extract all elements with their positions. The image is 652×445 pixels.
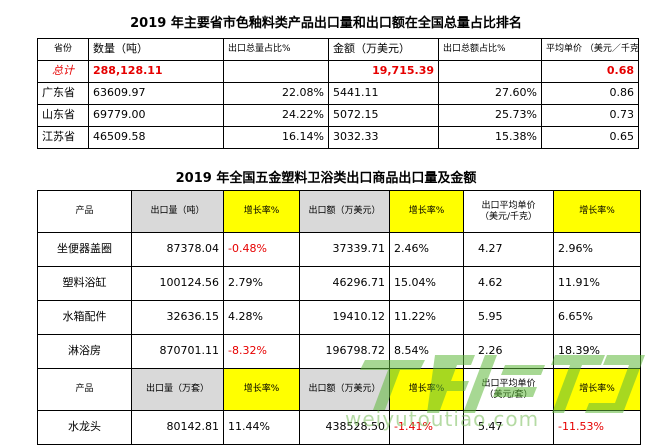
table1-title: 2019 年主要省市色釉料类产品出口量和出口额在全国总量占比排名	[130, 16, 522, 31]
header-growth-qty: 增长率%	[223, 190, 300, 233]
growth-amount: 15.04%	[389, 266, 464, 301]
product-name: 淋浴房	[37, 334, 132, 369]
avg-price-cell: 0.73	[541, 104, 639, 127]
quantity-cell: 46509.58	[88, 126, 224, 149]
table-row: 广东省 63609.97 22.08% 5441.11 27.60% 0.86	[37, 82, 639, 105]
watermark-text: weiyutoutiao.com	[345, 407, 540, 431]
growth-qty: 4.28%	[223, 300, 300, 335]
export-qty: 32636.15	[131, 300, 224, 335]
total-qty-share	[223, 60, 329, 83]
header-avg-price: 平均单价 （美元／千克）	[541, 38, 639, 61]
export-qty: 87378.04	[131, 232, 224, 267]
table-row: 山东省 69779.00 24.22% 5072.15 25.73% 0.73	[37, 104, 639, 127]
avg-price: 5.95	[463, 300, 554, 335]
table-row: 江苏省 46509.58 16.14% 3032.33 15.38% 0.65	[37, 126, 639, 149]
growth-qty: 2.79%	[223, 266, 300, 301]
table2-title: 2019 年全国五金塑料卫浴类出口商品出口量及金额	[175, 171, 477, 186]
province-export-table: 省份 数量（吨） 出口总量占比% 金额（万美元） 出口总额占比% 平均单价 （美…	[37, 38, 639, 149]
growth-amount: 11.22%	[389, 300, 464, 335]
export-amount: 438528.50	[299, 410, 390, 445]
growth-qty: -0.48%	[223, 232, 300, 267]
export-amount: 46296.71	[299, 266, 390, 301]
qty-share-cell: 16.14%	[223, 126, 329, 149]
product-name: 坐便器盖圈	[37, 232, 132, 267]
header-amount-share: 出口总额占比%	[438, 38, 542, 61]
header-qty-share: 出口总量占比%	[223, 38, 329, 61]
header-amount: 金额（万美元）	[328, 38, 439, 61]
header-growth-price: 增长率%	[553, 190, 641, 233]
sanitary-export-table: 产品 出口量（吨） 增长率% 出口额（万美元） 增长率% 出口平均单价 （美元/…	[37, 190, 641, 445]
growth-price: -11.53%	[553, 410, 641, 445]
header-growth-amount: 增长率%	[389, 190, 464, 233]
growth-amount: 8.54%	[389, 334, 464, 369]
header-export-qty: 出口量（吨）	[131, 190, 224, 233]
qty-share-cell: 24.22%	[223, 104, 329, 127]
growth-qty: -8.32%	[223, 334, 300, 369]
avg-price: 4.62	[463, 266, 554, 301]
quantity-cell: 69779.00	[88, 104, 224, 127]
growth-amount: -1.41%	[389, 410, 464, 445]
header-export-amount: 出口额（万美元）	[299, 190, 390, 233]
export-qty: 80142.81	[131, 410, 224, 445]
header-product-2: 产品	[37, 368, 132, 411]
amount-share-cell: 25.73%	[438, 104, 542, 127]
growth-amount: 2.46%	[389, 232, 464, 267]
export-amount: 19410.12	[299, 300, 390, 335]
avg-price-cell: 0.86	[541, 82, 639, 105]
table-row: 坐便器盖圈 87378.04 -0.48% 37339.71 2.46% 4.2…	[37, 232, 641, 267]
table-row: 水龙头 80142.81 11.44% 438528.50 -1.41% 5.4…	[37, 410, 641, 445]
province-name: 江苏省	[37, 126, 89, 149]
qty-share-cell: 22.08%	[223, 82, 329, 105]
header-growth-amount-2: 增长率%	[389, 368, 464, 411]
header-avg-price: 出口平均单价 （美元/千克）	[463, 190, 554, 233]
header-avg-price-2: 出口平均单价 （美元/套）	[463, 368, 554, 411]
header-quantity: 数量（吨）	[88, 38, 224, 61]
quantity-cell: 63609.97	[88, 82, 224, 105]
total-label: 总计	[37, 60, 89, 83]
header-avg-price-2-line1: 出口平均单价	[481, 379, 536, 390]
province-name: 山东省	[37, 104, 89, 127]
header-export-amount-2: 出口额（万美元）	[299, 368, 390, 411]
province-name: 广东省	[37, 82, 89, 105]
growth-price: 2.96%	[553, 232, 641, 267]
product-name: 水龙头	[37, 410, 132, 445]
total-amount: 19,715.39	[328, 60, 439, 83]
avg-price-cell: 0.65	[541, 126, 639, 149]
amount-cell: 5072.15	[328, 104, 439, 127]
total-amount-share	[438, 60, 542, 83]
header-avg-price-line2: （美元/千克）	[479, 211, 538, 222]
table-row: 淋浴房 870701.11 -8.32% 196798.72 8.54% 2.2…	[37, 334, 641, 369]
avg-price: 4.27	[463, 232, 554, 267]
amount-cell: 5441.11	[328, 82, 439, 105]
header-growth-qty-2: 增长率%	[223, 368, 300, 411]
amount-share-cell: 15.38%	[438, 126, 542, 149]
export-qty: 100124.56	[131, 266, 224, 301]
growth-price: 18.39%	[553, 334, 641, 369]
growth-qty: 11.44%	[223, 410, 300, 445]
growth-price: 6.65%	[553, 300, 641, 335]
header-product: 产品	[37, 190, 132, 233]
export-amount: 196798.72	[299, 334, 390, 369]
total-quantity: 288,128.11	[88, 60, 224, 83]
header-export-qty-2: 出口量（万套）	[131, 368, 224, 411]
export-amount: 37339.71	[299, 232, 390, 267]
avg-price: 2.26	[463, 334, 554, 369]
product-name: 塑料浴缸	[37, 266, 132, 301]
amount-cell: 3032.33	[328, 126, 439, 149]
table-row: 水箱配件 32636.15 4.28% 19410.12 11.22% 5.95…	[37, 300, 641, 335]
header-avg-price-line1: 出口平均单价	[481, 201, 536, 212]
header-avg-price-2-line2: （美元/套）	[484, 389, 533, 400]
table-row: 塑料浴缸 100124.56 2.79% 46296.71 15.04% 4.6…	[37, 266, 641, 301]
total-avg-price: 0.68	[541, 60, 639, 83]
export-qty: 870701.11	[131, 334, 224, 369]
product-name: 水箱配件	[37, 300, 132, 335]
growth-price: 11.91%	[553, 266, 641, 301]
amount-share-cell: 27.60%	[438, 82, 542, 105]
header-growth-price-2: 增长率%	[553, 368, 641, 411]
header-province: 省份	[37, 38, 89, 61]
